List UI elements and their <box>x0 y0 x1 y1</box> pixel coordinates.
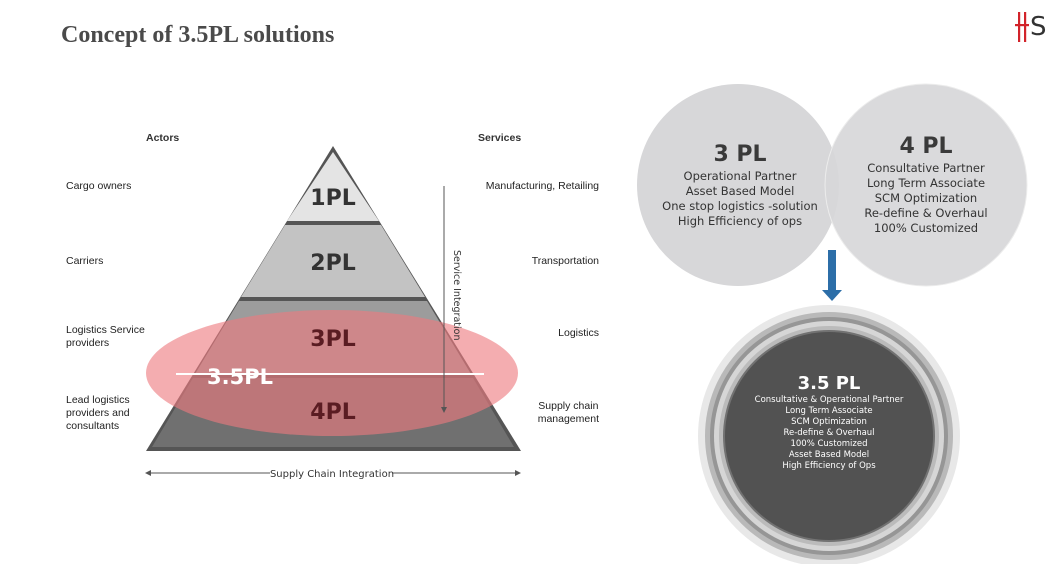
result-circle-core <box>725 332 933 540</box>
down-arrow-shaft <box>828 250 836 290</box>
venn-circle-3pl <box>637 84 839 286</box>
venn-4pl-line: 100% Customized <box>873 221 979 235</box>
venn-3pl-line: High Efficiency of ops <box>677 214 803 228</box>
venn-3pl-line: Operational Partner <box>683 169 797 183</box>
result-line: Re-define & Overhaul <box>783 428 875 438</box>
result-3-5pl-text: 3.5 PL Consultative & Operational Partne… <box>739 373 919 472</box>
venn-4pl-text: 4 PL Consultative Partner Long Term Asso… <box>836 134 1016 236</box>
service-transportation: Transportation <box>531 255 599 267</box>
venn-3pl-title: 3 PL <box>713 142 767 167</box>
pyramid-layer-2pl <box>241 225 425 297</box>
level-label-3pl: 3PL <box>310 327 355 352</box>
level-label-2pl: 2PL <box>310 251 355 276</box>
actors-header: Actors <box>146 132 180 144</box>
actor-lead-logistics-providers: Lead logistics providers and consultants <box>66 394 130 432</box>
venn-4pl-title: 4 PL <box>899 134 953 159</box>
venn-4pl-line: SCM Optimization <box>874 191 978 205</box>
venn-3pl-line: Asset Based Model <box>685 184 795 198</box>
result-line: Consultative & Operational Partner <box>754 395 904 405</box>
service-supply-chain-management: Supply chain management <box>537 400 599 425</box>
page-title: Concept of 3.5PL solutions <box>61 22 335 48</box>
result-line: Asset Based Model <box>788 450 870 460</box>
level-label-4pl: 4PL <box>310 400 355 425</box>
level-label-1pl: 1PL <box>310 186 355 211</box>
service-logistics: Logistics <box>558 327 599 339</box>
down-arrow-head <box>822 290 842 301</box>
venn-4pl-line: Consultative Partner <box>867 161 985 175</box>
highlight-label-3-5pl: 3.5PL <box>207 365 273 389</box>
service-integration-label: Service Integration <box>451 250 462 340</box>
actor-logistics-service-providers: Logistics Service providers <box>66 324 145 349</box>
supply-chain-integration-label: Supply Chain Integration <box>270 469 394 480</box>
svg-text:S: S <box>1030 12 1047 42</box>
venn-circle-4pl <box>824 83 1028 287</box>
service-manufacturing-retailing: Manufacturing, Retailing <box>485 180 599 192</box>
result-line: Long Term Associate <box>785 406 873 416</box>
venn-4pl-line: Long Term Associate <box>866 176 986 190</box>
result-title: 3.5 PL <box>797 373 861 394</box>
venn-3pl-line: One stop logistics -solution <box>662 199 818 213</box>
result-line: High Efficiency of Ops <box>782 461 876 471</box>
result-line: SCM Optimization <box>791 417 867 427</box>
hs-logo: S <box>1015 12 1047 42</box>
services-header: Services <box>478 132 522 144</box>
venn-4pl-line: Re-define & Overhaul <box>864 206 988 220</box>
actor-carriers: Carriers <box>66 255 104 267</box>
pyramid-layer-1pl <box>287 152 379 221</box>
result-line: 100% Customized <box>790 439 868 449</box>
venn-3pl-text: 3 PL Operational Partner Asset Based Mod… <box>650 142 830 229</box>
actor-cargo-owners: Cargo owners <box>66 180 132 192</box>
